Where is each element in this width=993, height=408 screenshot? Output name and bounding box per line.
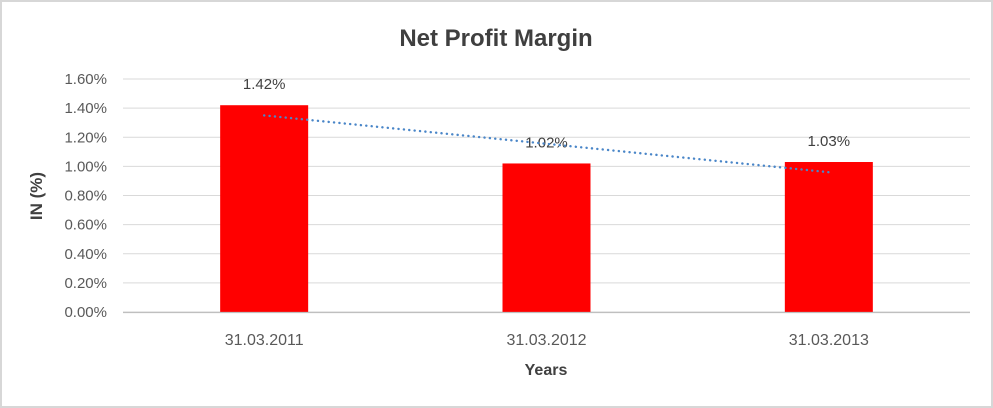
bar-series bbox=[220, 105, 873, 313]
bar bbox=[784, 162, 873, 312]
y-tick-label: 0.80% bbox=[64, 188, 107, 205]
bar-data-label: 1.03% bbox=[808, 133, 851, 150]
bar-data-labels: 1.42% 1.02% 1.03% bbox=[243, 76, 850, 151]
x-axis-title: Years bbox=[525, 362, 568, 379]
bar bbox=[502, 163, 591, 312]
y-axis-tick-labels: 0.00% 0.20% 0.40% 0.60% 0.80% 1.00% 1.20% 1.40%… bbox=[64, 71, 107, 321]
bar bbox=[220, 105, 309, 313]
chart-title: Net Profit Margin bbox=[399, 25, 592, 52]
x-tick-label: 31.03.2013 bbox=[789, 332, 869, 349]
y-axis-title: IN (%) bbox=[27, 172, 46, 220]
y-tick-label: 1.40% bbox=[64, 100, 107, 117]
y-tick-label: 1.60% bbox=[64, 71, 107, 88]
bar-data-label: 1.02% bbox=[525, 134, 568, 151]
x-axis-tick-labels: 31.03.2011 31.03.2012 31.03.2013 bbox=[225, 332, 869, 349]
y-tick-label: 1.00% bbox=[64, 158, 107, 175]
y-tick-label: 1.20% bbox=[64, 129, 107, 146]
bar-data-label: 1.42% bbox=[243, 76, 286, 93]
y-tick-label: 0.40% bbox=[64, 246, 107, 263]
y-tick-label: 0.00% bbox=[64, 304, 107, 321]
x-tick-label: 31.03.2012 bbox=[506, 332, 586, 349]
y-tick-label: 0.60% bbox=[64, 217, 107, 234]
y-tick-label: 0.20% bbox=[64, 275, 107, 292]
x-tick-label: 31.03.2011 bbox=[225, 332, 304, 349]
